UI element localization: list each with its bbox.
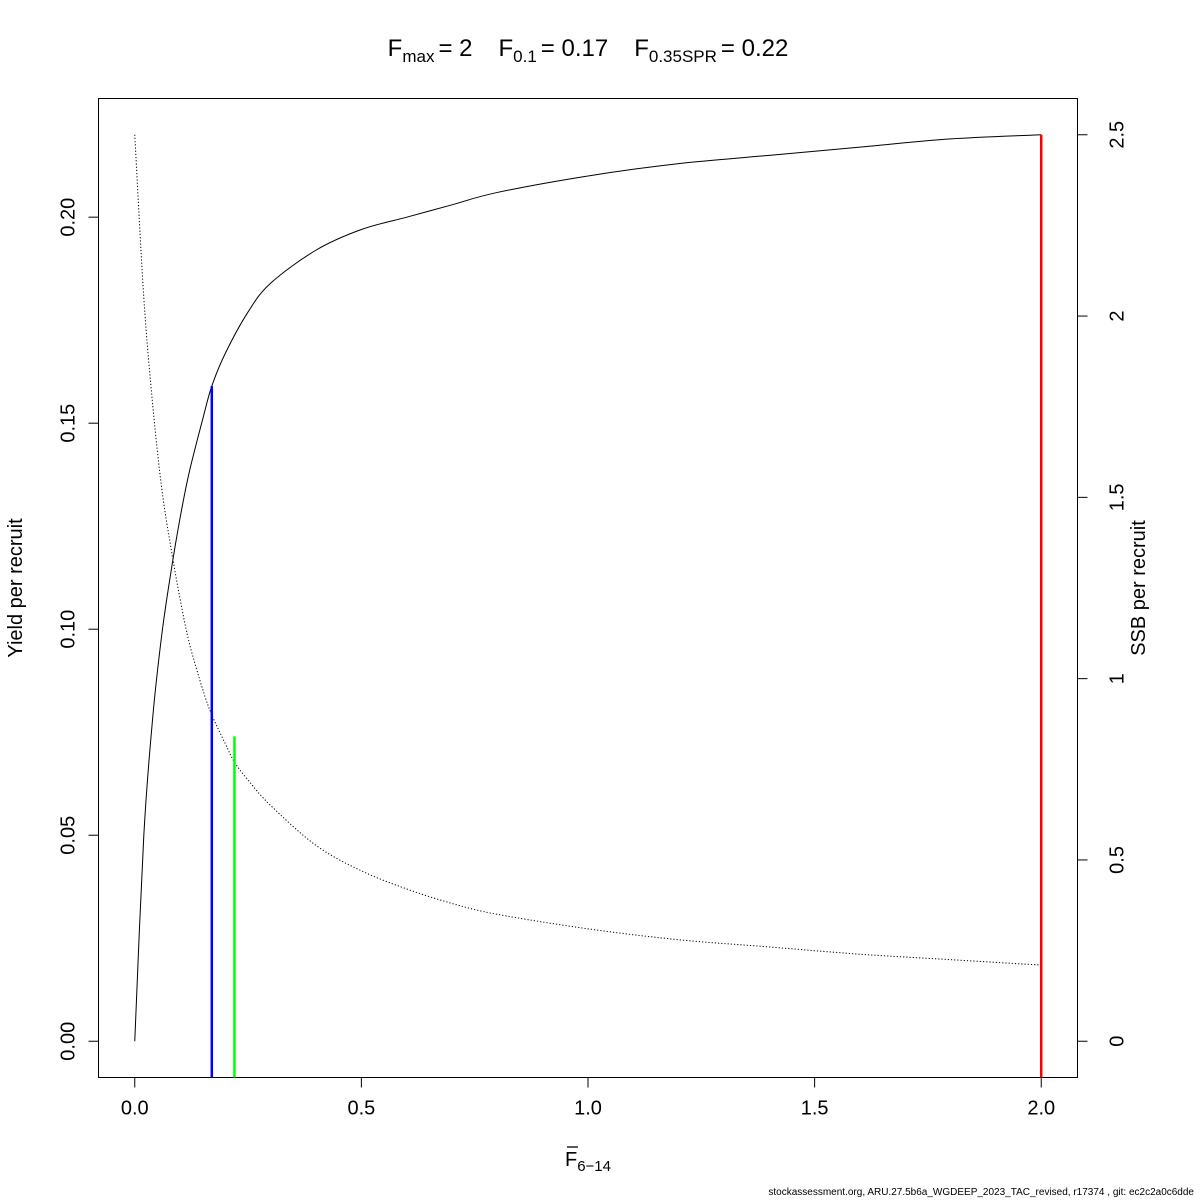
y-tick-label-left: 0.15 (58, 404, 80, 443)
title-fspr-value: = 0.22 (721, 35, 788, 62)
ssb-per-recruit-curve (134, 134, 1042, 966)
title-fspr-subscript: 0.35SPR (649, 47, 717, 66)
x-axis: 0.0 0.5 1.0 1.5 2.0 (121, 1077, 1055, 1120)
x-tick-label: 0.5 (347, 1098, 375, 1120)
series-layer (134, 134, 1042, 1042)
y-axis-left: 0.00 0.05 0.10 0.15 0.20 (58, 198, 99, 1061)
y-tick-label-right: 0.5 (1107, 846, 1129, 874)
x-axis-label-subscript: 6−14 (577, 1158, 611, 1175)
x-tick-label: 0.0 (121, 1098, 149, 1120)
y-tick-label-right: 1 (1107, 673, 1129, 684)
y-tick-label-right: 2 (1107, 310, 1129, 321)
y-tick-label-left: 0.20 (58, 198, 80, 237)
y-axis-right: 0 0.5 1 1.5 2 2.5 (1077, 121, 1129, 1047)
reference-lines (210, 134, 1043, 1078)
title-fspr-symbol: F (634, 35, 649, 62)
title-fmax-symbol: F (388, 35, 403, 62)
x-tick-label: 1.0 (574, 1098, 602, 1120)
yield-per-recruit-curve (134, 134, 1042, 1042)
x-axis-label: F6−14 (565, 1149, 611, 1175)
footer-credit: stockassessment.org, ARU.27.5b6a_WGDEEP_… (768, 1187, 1194, 1198)
y-tick-label-right: 1.5 (1107, 483, 1129, 511)
x-axis-label-symbol: F (565, 1149, 577, 1171)
title-f01-value: = 0.17 (541, 35, 608, 62)
x-tick-label: 2.0 (1027, 1098, 1055, 1120)
y-axis-label-left: Yield per recruit (5, 518, 27, 658)
x-tick-label: 1.5 (801, 1098, 829, 1120)
y-tick-label-left: 0.05 (58, 816, 80, 855)
y-tick-label-right: 0 (1107, 1036, 1129, 1047)
y-tick-label-left: 0.00 (58, 1022, 80, 1061)
title-f01-symbol: F (498, 35, 513, 62)
y-tick-label-right: 2.5 (1107, 121, 1129, 149)
title-fmax-subscript: max (402, 47, 435, 66)
y-axis-label-right: SSB per recruit (1128, 520, 1150, 656)
y-tick-label-left: 0.10 (58, 610, 80, 649)
chart-title: Fmax = 2 F0.1 = 0.17 F0.35SPR = 0.22 (388, 35, 789, 66)
title-fmax-value: = 2 (438, 35, 472, 62)
plot-frame (98, 98, 1078, 1078)
title-f01-subscript: 0.1 (513, 47, 537, 66)
